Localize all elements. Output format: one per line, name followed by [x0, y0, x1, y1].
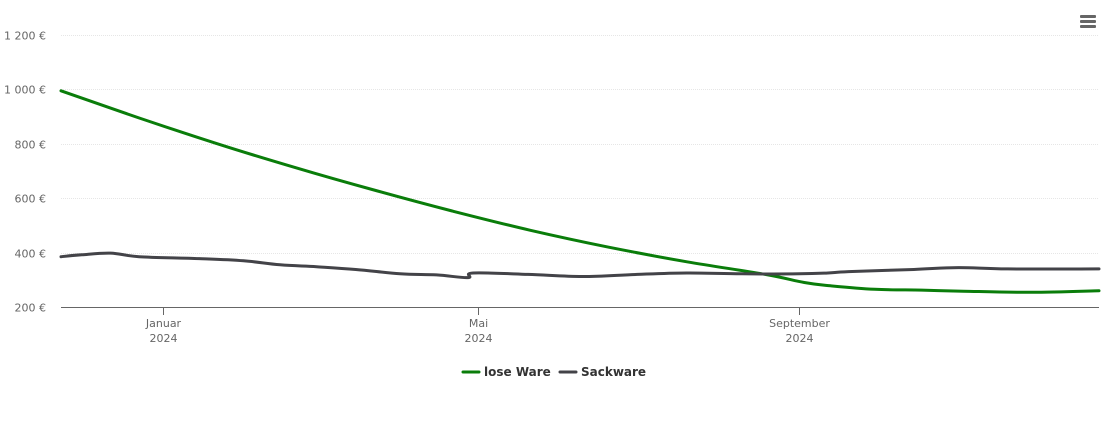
x-tick-label-year: 2024	[465, 332, 493, 345]
x-tick-label-year: 2024	[786, 332, 814, 345]
y-axis-labels: 200 € 400 € 600 € 800 € 1 000 € 1 200 €	[4, 30, 46, 315]
legend: lose Ware Sackware	[461, 365, 646, 379]
hamburger-menu-icon	[1080, 15, 1096, 28]
y-tick-label: 1 200 €	[4, 30, 46, 43]
series-line-sackware[interactable]	[59, 251, 1101, 280]
legend-label: lose Ware	[484, 365, 551, 379]
y-tick-label: 200 €	[15, 302, 47, 315]
x-axis-labels: Januar 2024 Mai 2024 September 2024	[145, 307, 830, 345]
x-tick-label-month: Mai	[469, 317, 488, 330]
y-tick-label: 1 000 €	[4, 84, 46, 97]
x-tick-label-month: September	[769, 317, 830, 330]
x-tick-label-year: 2024	[150, 332, 178, 345]
grid-lines	[61, 35, 1099, 254]
legend-item-lose-ware[interactable]: lose Ware	[461, 365, 551, 379]
legend-label: Sackware	[581, 365, 646, 379]
x-tick-label-month: Januar	[145, 317, 182, 330]
series-lines	[59, 89, 1101, 294]
legend-item-sackware[interactable]: Sackware	[558, 365, 646, 379]
y-tick-label: 800 €	[15, 139, 47, 152]
series-line-lose-ware[interactable]	[59, 89, 1101, 294]
chart-menu-button[interactable]	[1076, 10, 1100, 32]
y-tick-label: 400 €	[15, 248, 47, 261]
y-tick-label: 600 €	[15, 193, 47, 206]
